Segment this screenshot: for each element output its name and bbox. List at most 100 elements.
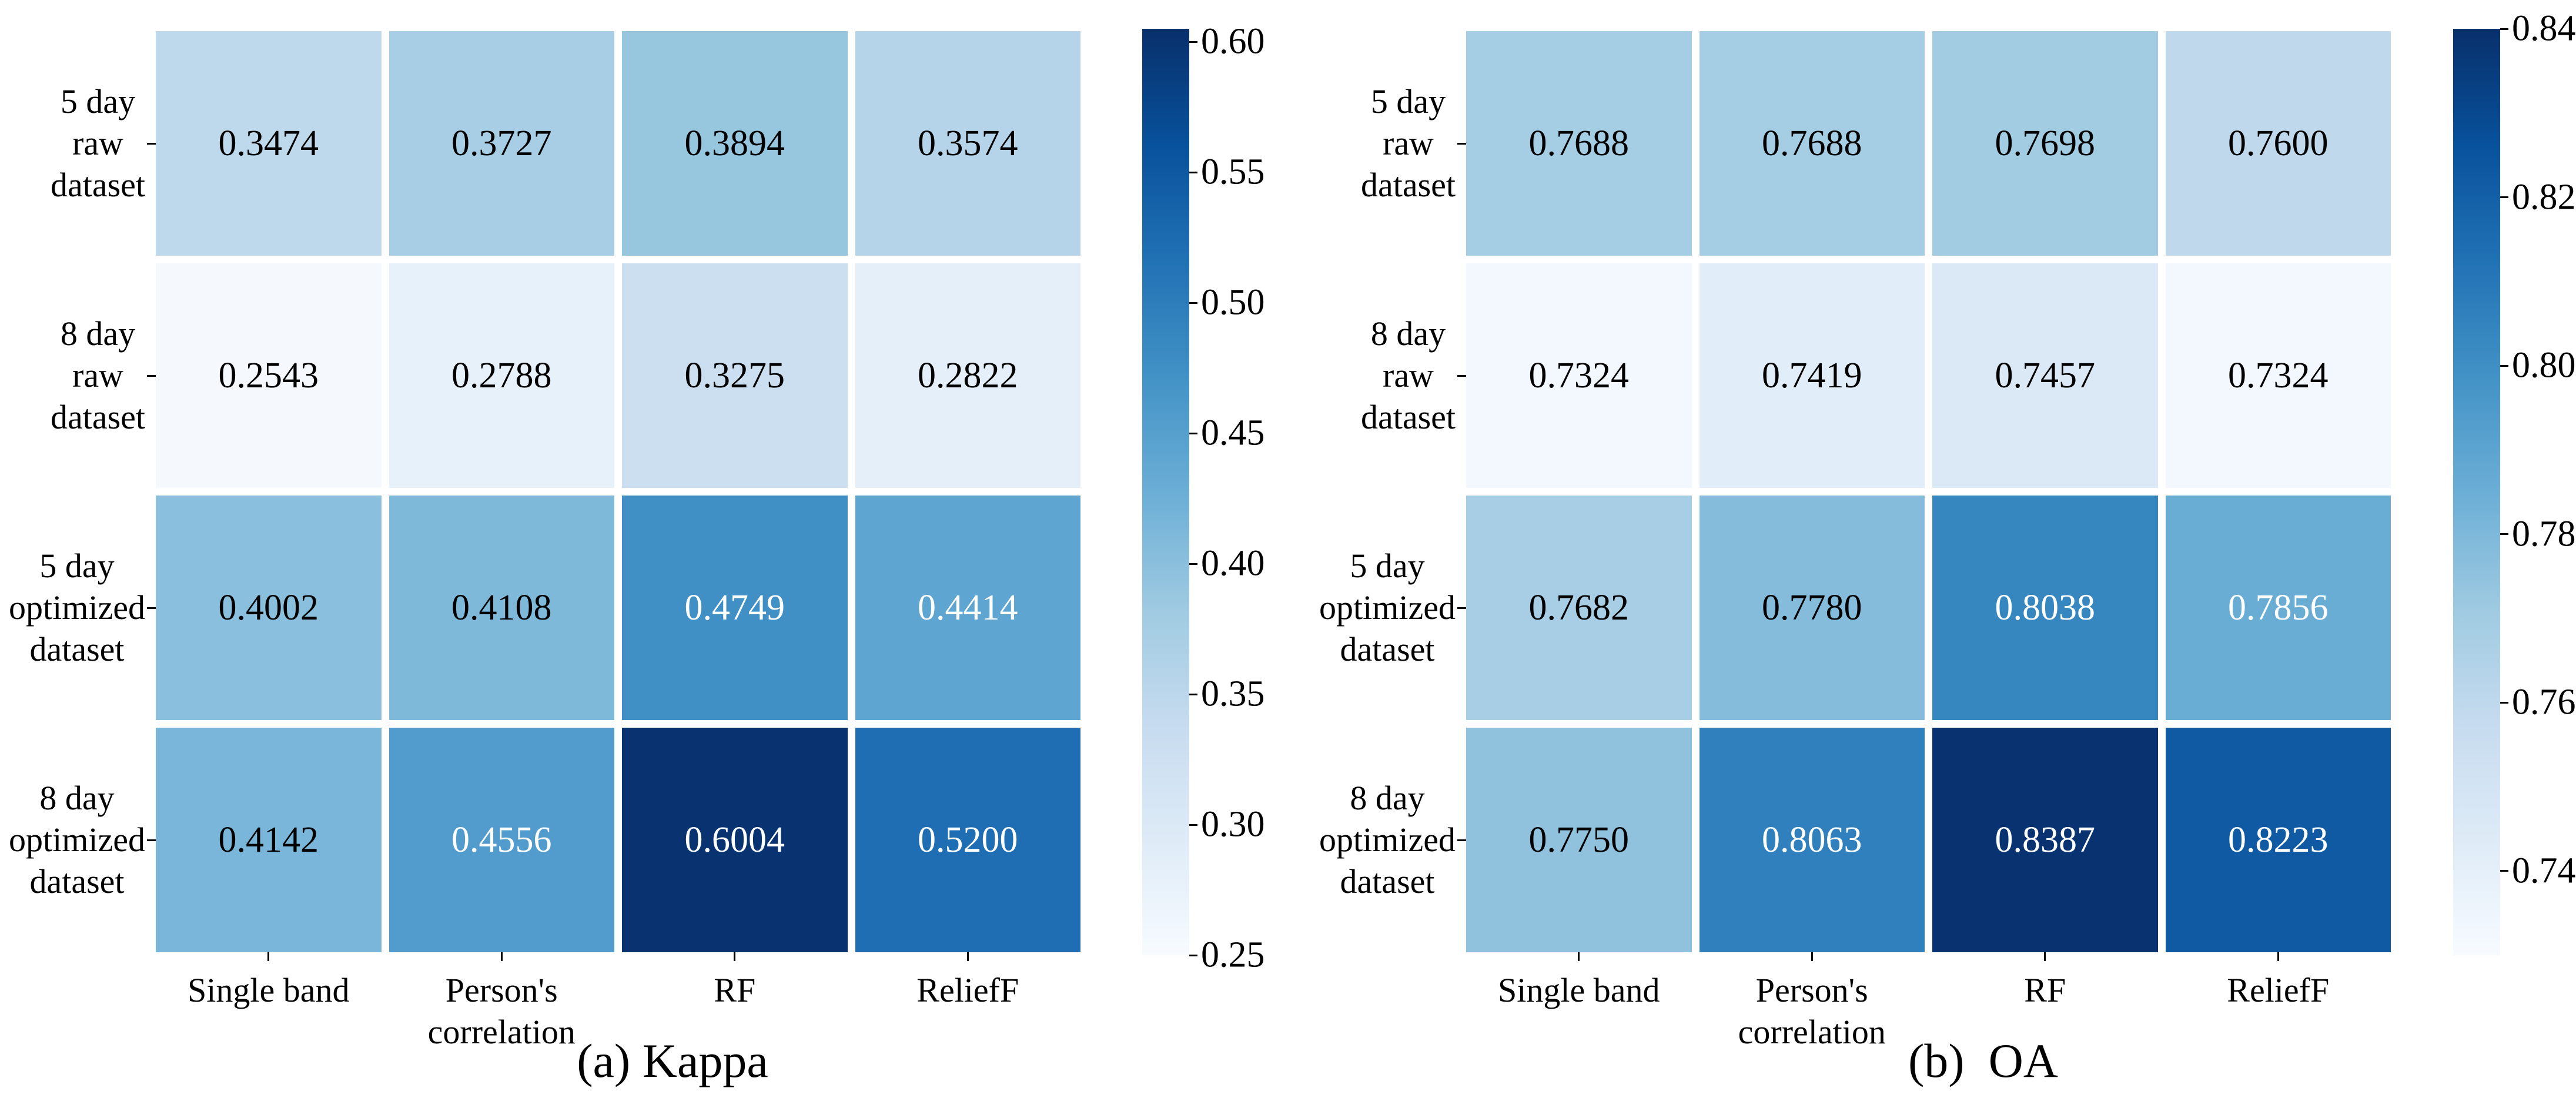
heatmap-cell: 0.4108 (389, 496, 614, 720)
heatmap-cell: 0.7419 (1699, 263, 1925, 488)
heatmap-cell: 0.7457 (1932, 263, 2158, 488)
column-label: Single band (1498, 970, 1660, 1012)
colorbar-tick-label: 0.35 (1201, 674, 1265, 714)
heatmap-cell: 0.8387 (1932, 728, 2158, 952)
subplot-caption: (a) Kappa (577, 1034, 768, 1087)
y-axis-tick (1457, 374, 1466, 377)
column-label: ReliefF (2227, 970, 2329, 1012)
column-label-line: Single band (188, 971, 350, 1009)
heatmap-cell: 0.7856 (2165, 496, 2391, 720)
heatmap-cell: 0.3275 (622, 263, 848, 488)
heatmap-cell: 0.7324 (1466, 263, 1692, 488)
row-label-line: 5 day (1350, 546, 1425, 585)
y-axis-tick (147, 839, 156, 841)
row-label-line: dataset (50, 397, 145, 436)
x-axis-tick (1578, 952, 1580, 961)
colorbar-tick-label: 0.30 (1201, 804, 1265, 845)
colorbar-tick (1189, 824, 1197, 826)
colorbar-tick-label: 0.82 (2512, 177, 2576, 217)
x-axis-tick (500, 952, 503, 961)
heatmap-cell: 0.4414 (855, 496, 1080, 720)
colorbar-tick (2500, 870, 2508, 872)
row-label-line: raw (1383, 356, 1434, 394)
colorbar-tick (2500, 364, 2508, 367)
row-label-line: optimized (1319, 820, 1456, 859)
x-axis-tick (2044, 952, 2046, 961)
row-label-line: optimized (1319, 588, 1456, 627)
row-label-line: 8 day (1350, 778, 1425, 817)
column-label-line: RF (2024, 971, 2066, 1009)
y-axis-tick (1457, 839, 1466, 841)
heatmap-cell: 0.7688 (1466, 31, 1692, 256)
heatmap-cell: 0.4749 (622, 496, 848, 720)
row-label-line: 5 day (1370, 82, 1446, 120)
row-label: 5 day raw dataset (51, 81, 145, 206)
row-label-line: 5 day (39, 546, 115, 585)
colorbar-tick-label: 0.60 (1201, 21, 1265, 62)
row-label: 8 day raw dataset (1361, 313, 1456, 438)
heatmap-cell: 0.3894 (622, 31, 848, 256)
row-label-line: dataset (29, 862, 125, 901)
row-label-line: raw (1383, 123, 1434, 162)
column-label-line: Person's (1755, 971, 1868, 1009)
colorbar-tick (1189, 41, 1197, 43)
y-axis-tick (1457, 607, 1466, 609)
x-axis-tick (734, 952, 736, 961)
heatmap-cell: 0.7324 (2165, 263, 2391, 488)
column-label-line: correlation (427, 1012, 576, 1051)
heatmap-cell: 0.4002 (156, 496, 382, 720)
colorbar-tick-label: 0.78 (2512, 514, 2576, 554)
row-label-line: dataset (50, 165, 145, 204)
heatmap-cell: 0.8038 (1932, 496, 2158, 720)
row-label-line: dataset (1360, 165, 1456, 204)
row-label: 8 day optimized dataset (9, 778, 145, 902)
colorbar-tick (1189, 693, 1197, 695)
colorbar-tick (1189, 432, 1197, 434)
row-label-line: dataset (29, 630, 125, 668)
row-label-line: raw (72, 123, 123, 162)
heatmap-cell: 0.2822 (855, 263, 1080, 488)
column-label: RF (714, 970, 755, 1012)
heatmap-cell: 0.5200 (855, 728, 1080, 952)
heatmap-cell: 0.8063 (1699, 728, 1925, 952)
colorbar-tick-label: 0.25 (1201, 935, 1265, 975)
column-label-line: Person's (445, 971, 558, 1009)
column-label: RF (2024, 970, 2066, 1012)
colorbar (2453, 29, 2500, 955)
row-label: 5 day optimized dataset (9, 545, 145, 670)
x-axis-tick (2277, 952, 2279, 961)
y-axis-tick (1457, 142, 1466, 145)
y-axis-tick (147, 142, 156, 145)
column-label: Person's correlation (428, 970, 576, 1053)
colorbar-tick (1189, 563, 1197, 565)
column-label: ReliefF (916, 970, 1019, 1012)
column-label-line: ReliefF (2227, 971, 2330, 1009)
column-label: Person's correlation (1738, 970, 1886, 1053)
heatmap-cell: 0.7750 (1466, 728, 1692, 952)
heatmap-cell: 0.4142 (156, 728, 382, 952)
colorbar-tick (1189, 302, 1197, 304)
colorbar-tick-label: 0.45 (1201, 413, 1265, 453)
row-label-line: 5 day (60, 82, 136, 120)
subplot-caption: (b) OA (1908, 1034, 2059, 1087)
row-label-line: 8 day (39, 778, 115, 817)
heatmap-cell: 0.7682 (1466, 496, 1692, 720)
heatmap-cell: 0.7698 (1932, 31, 2158, 256)
row-label-line: dataset (1340, 862, 1435, 901)
heatmap-cell: 0.3574 (855, 31, 1080, 256)
row-label: 5 day optimized dataset (1319, 545, 1456, 670)
row-label-line: 8 day (1370, 314, 1446, 353)
heatmap-cell: 0.8223 (2165, 728, 2391, 952)
colorbar-tick-label: 0.55 (1201, 152, 1265, 192)
row-label-line: optimized (9, 820, 145, 859)
colorbar-tick-label: 0.40 (1201, 543, 1265, 584)
column-label-line: RF (714, 971, 756, 1009)
colorbar-tick-label: 0.74 (2512, 851, 2576, 891)
x-axis-tick (267, 952, 270, 961)
x-axis-tick (966, 952, 969, 961)
colorbar-tick (2500, 701, 2508, 704)
colorbar-tick (1189, 954, 1197, 956)
y-axis-tick (147, 607, 156, 609)
